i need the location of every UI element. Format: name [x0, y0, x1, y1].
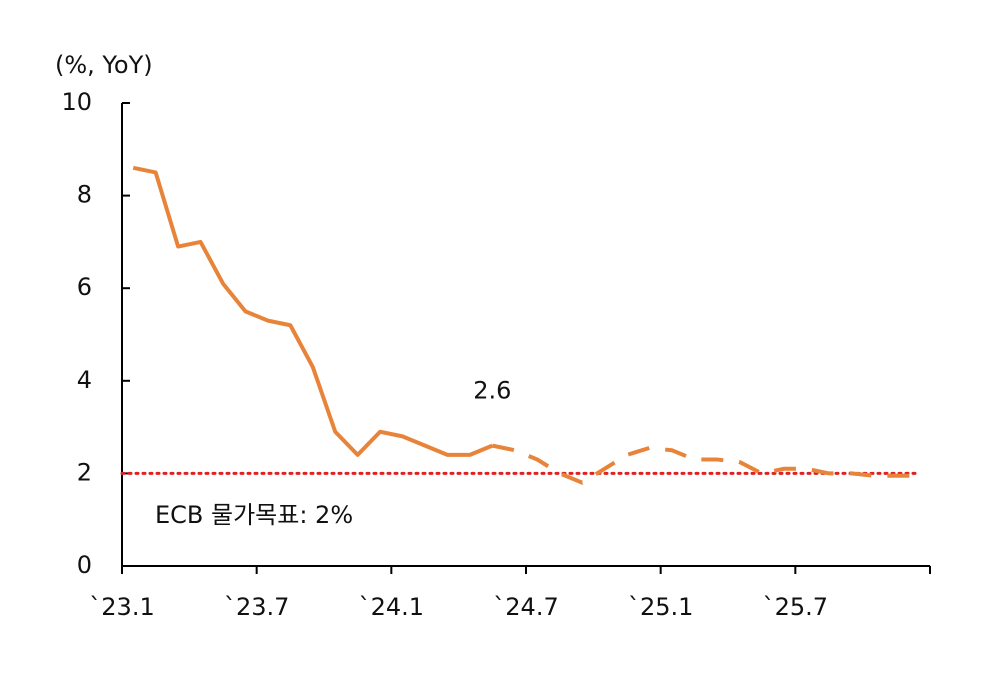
x-tick-label: `23.1 [89, 593, 154, 621]
y-tick-label: 0 [77, 551, 92, 579]
y-tick-label: 2 [77, 458, 92, 486]
y-axis-label: (%, YoY) [55, 51, 153, 79]
x-tick-label: `24.1 [359, 593, 424, 621]
y-tick-label: 4 [77, 366, 92, 394]
x-tick-label: `25.7 [763, 593, 828, 621]
x-tick-label: `25.1 [628, 593, 693, 621]
x-tick-label: `24.7 [493, 593, 558, 621]
target-label: ECB 물가목표: 2% [155, 501, 353, 529]
data-label: 2.6 [473, 377, 511, 405]
x-tick-label: `23.7 [224, 593, 289, 621]
line-series [491, 443, 919, 485]
y-tick-label: 10 [61, 88, 92, 116]
y-tick-label: 6 [77, 273, 92, 301]
y-tick-label: 8 [77, 181, 92, 209]
line-series [132, 165, 494, 457]
